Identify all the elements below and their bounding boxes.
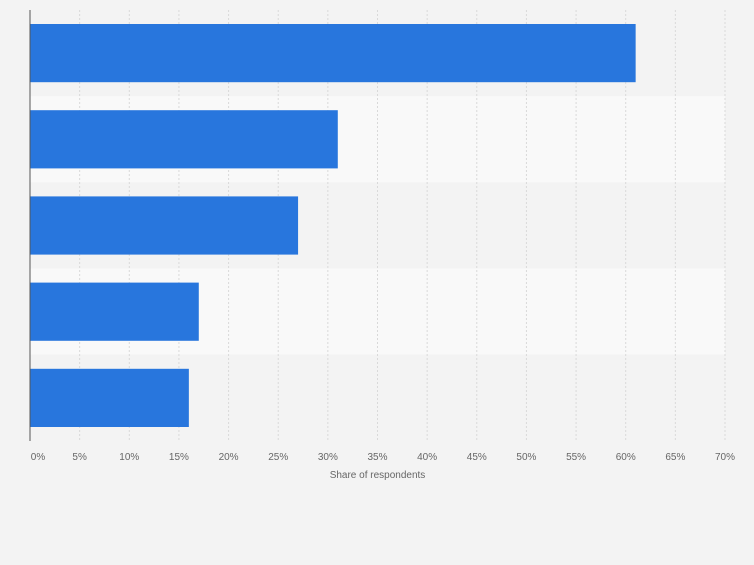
bar [30,24,636,83]
bars [30,24,636,427]
x-tick-label: 15% [169,452,189,463]
x-tick-label: 10% [119,452,139,463]
x-axis-title: Share of respondents [330,470,426,481]
bar [30,196,299,255]
x-tick-label: 70% [715,452,735,463]
bar [30,282,199,341]
x-tick-label: 65% [665,452,685,463]
x-tick-label: 20% [219,452,239,463]
x-tick-label: 35% [367,452,387,463]
bar [30,110,338,169]
x-tick-label: 5% [72,452,87,463]
x-tick-label: 40% [417,452,437,463]
x-tick-label: 45% [467,452,487,463]
x-tick-label: 50% [516,452,536,463]
x-tick-label: 25% [268,452,288,463]
x-tick-labels: 0% 5% 10% 15% 20% 25% 30% 35% 40% 45% 50% 55% 60% 65%… [31,452,735,463]
x-tick-label: 30% [318,452,338,463]
bar [30,368,189,427]
x-tick-label: 55% [566,452,586,463]
x-tick-label: 60% [616,452,636,463]
x-tick-label: 0% [31,452,46,463]
